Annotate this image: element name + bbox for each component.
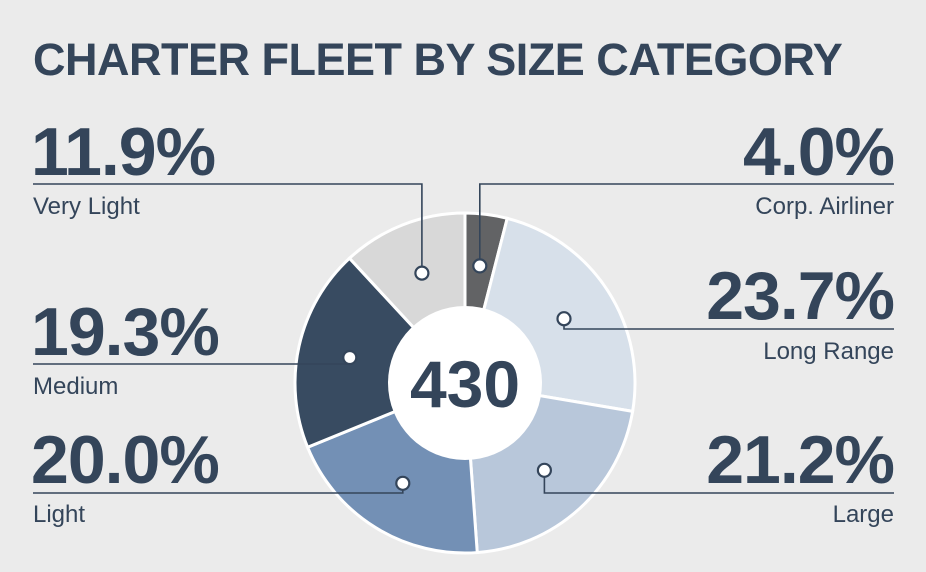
dot-long-range [556, 311, 572, 327]
label-long-range: Long Range [763, 338, 894, 365]
dot-very-light [414, 265, 430, 281]
label-corp-airliner: Corp. Airliner [755, 193, 894, 220]
label-large: Large [833, 501, 894, 528]
dot-large [536, 462, 553, 478]
donut-center [388, 306, 542, 460]
label-very-light: Very Light [33, 193, 140, 220]
label-light: Light [33, 501, 85, 528]
pct-corp-airliner: 4.0% [743, 114, 894, 190]
dot-medium [342, 349, 358, 366]
pct-very-light: 11.9% [31, 114, 215, 190]
label-medium: Medium [33, 373, 118, 400]
leader-corp-airliner [479, 183, 894, 266]
pct-medium: 19.3% [31, 294, 219, 370]
dot-light [395, 475, 411, 491]
leader-lines [33, 183, 894, 494]
leader-very-light [33, 183, 423, 274]
dot-corp-airliner [472, 258, 488, 274]
pct-long-range: 23.7% [706, 258, 894, 334]
center-total: 430 [410, 347, 520, 421]
chart-title: CHARTER FLEET BY SIZE CATEGORY [33, 34, 843, 85]
pct-large: 21.2% [706, 422, 894, 498]
pct-light: 20.0% [31, 422, 219, 498]
